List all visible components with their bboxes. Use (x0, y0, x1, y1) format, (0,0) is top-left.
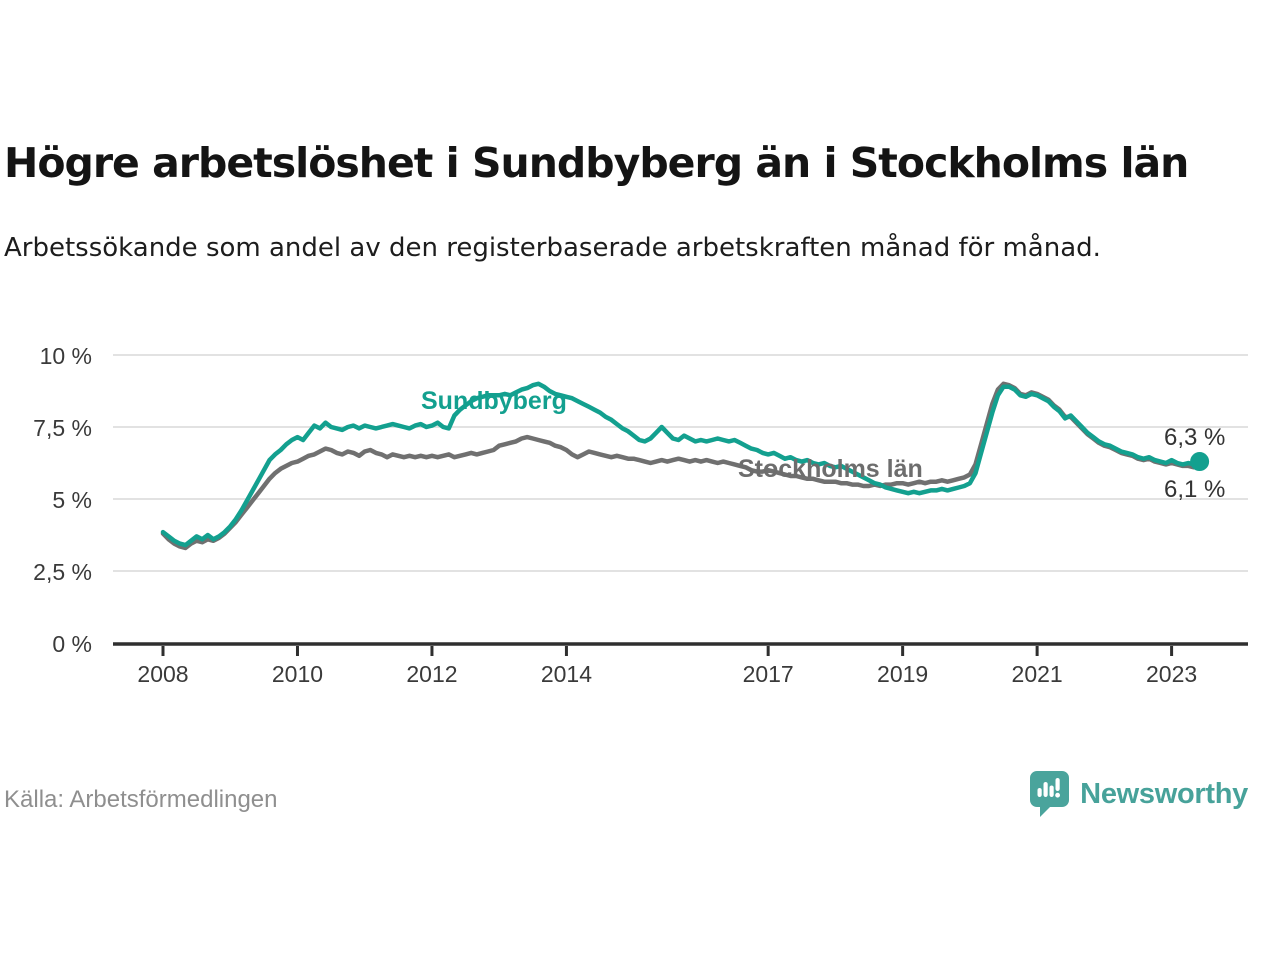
x-tick-label: 2012 (406, 661, 457, 687)
series-lines (160, 381, 1210, 551)
gridlines: 0 % 2,5 % 5 % 7,5 % 10 % (33, 343, 1248, 657)
x-tick-label: 2008 (137, 661, 188, 687)
y-tick-label: 0 % (52, 631, 92, 657)
end-value-stockholms-lan: 6,1 % (1164, 476, 1225, 503)
series-label-stockholms-lan: Stockholms län (738, 455, 923, 483)
latest-value-dot (1190, 452, 1210, 472)
series-label-sundbyberg: Sundbyberg (421, 387, 567, 415)
y-tick-label: 10 % (40, 343, 92, 369)
x-tick-label: 2021 (1012, 661, 1063, 687)
page-title: Högre arbetslöshet i Sundbyberg än i Sto… (4, 139, 1189, 187)
x-tick-label: 2014 (541, 661, 592, 687)
x-tick-label: 2019 (877, 661, 928, 687)
series-line-stockholms-l-n (160, 381, 1202, 551)
newsworthy-logo: Newsworthy (1029, 770, 1248, 818)
x-tick-label: 2010 (272, 661, 323, 687)
newsworthy-logo-icon (1030, 771, 1070, 817)
newsworthy-wordmark: Newsworthy (1080, 777, 1248, 810)
y-tick-label: 2,5 % (33, 559, 92, 585)
y-tick-label: 5 % (52, 487, 92, 513)
x-tick-label: 2017 (743, 661, 794, 687)
line-chart: 0 % 2,5 % 5 % 7,5 % 10 % 2008 2010 2012 2014 201… (33, 343, 1248, 687)
x-tick-label: 2023 (1146, 661, 1197, 687)
end-value-sundbyberg: 6,3 % (1164, 424, 1225, 451)
y-tick-label: 7,5 % (33, 415, 92, 441)
source-note: Källa: Arbetsförmedlingen (4, 786, 278, 813)
x-axis: 2008 2010 2012 2014 2017 2019 2021 2023 (113, 642, 1248, 687)
page-subtitle: Arbetssökande som andel av den registerb… (4, 233, 1101, 263)
series-line-sundbyberg (160, 381, 1202, 548)
